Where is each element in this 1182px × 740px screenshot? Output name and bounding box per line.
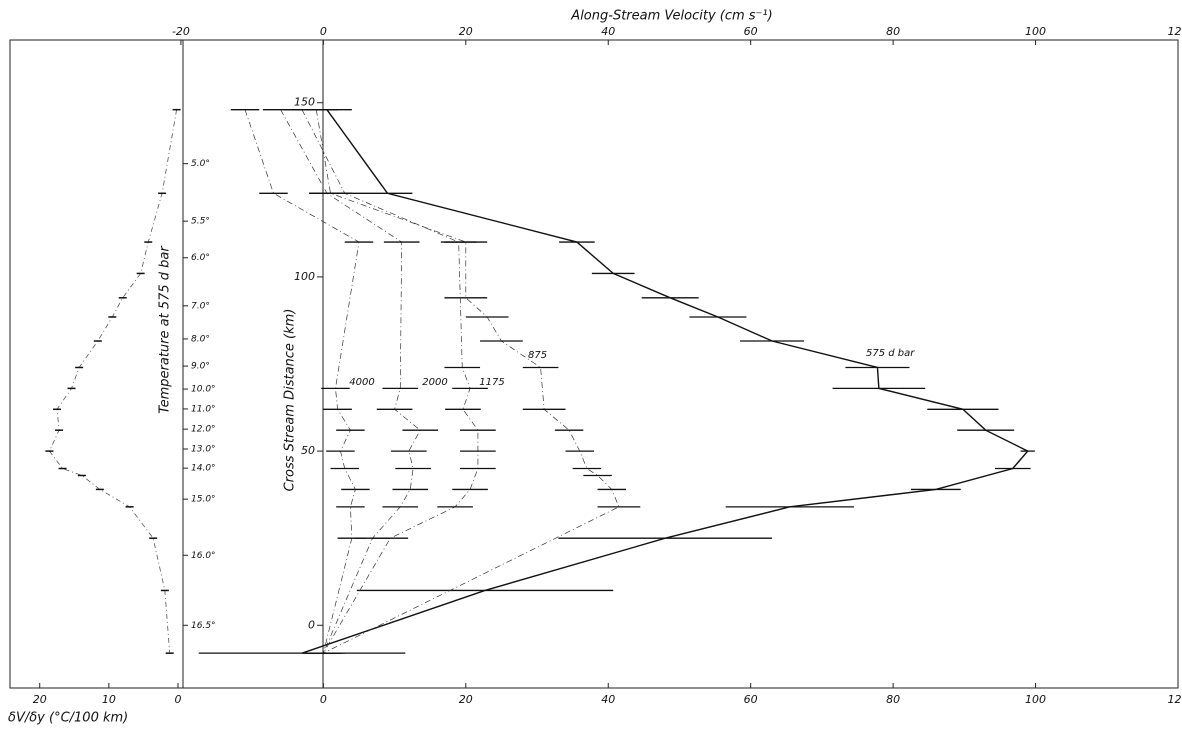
- gradient-tick-label: 0: [175, 693, 182, 706]
- x-tick-label: 20: [459, 693, 473, 706]
- temperature-tick-label: 8.0°: [191, 334, 210, 344]
- gradient-tick-label: 10: [102, 693, 116, 706]
- temperature-tick-label: 7.0°: [191, 301, 210, 311]
- x-tick-label: 20: [459, 25, 473, 38]
- x-tick-label: 0: [320, 693, 327, 706]
- temperature-tick-label: 12.0°: [191, 425, 216, 435]
- temperature-tick-label: 16.0°: [191, 551, 216, 561]
- x-tick-label: 100: [1025, 693, 1046, 706]
- x-tick-label: 100: [1025, 25, 1046, 38]
- x-tick-label: 60: [744, 25, 758, 38]
- temperature-tick-label: 9.0°: [191, 362, 210, 372]
- temperature-tick-label: 11.0°: [191, 404, 216, 414]
- gradient-label: δV/δy (°C/100 km): [8, 711, 128, 726]
- series-label: 575 d bar: [866, 348, 915, 359]
- temperature-tick-label: 15.0°: [191, 495, 216, 505]
- x-tick-label: 80: [886, 25, 900, 38]
- temperature-tick-label: 14.0°: [191, 464, 216, 474]
- chart-title: Along-Stream Velocity (cm s⁻¹): [570, 9, 772, 24]
- x-tick-label: 0: [320, 25, 327, 38]
- x-tick-label: -20: [172, 25, 190, 38]
- series-label: 2000: [422, 377, 447, 388]
- series-label: 875: [528, 350, 547, 361]
- profile-line: [302, 110, 478, 653]
- temperature-tick-label: 16.5°: [191, 621, 216, 631]
- x-tick-label: 80: [886, 693, 900, 706]
- profile-line: [302, 110, 1028, 653]
- y-tick-label: 50: [301, 444, 315, 457]
- temperature-tick-label: 5.5°: [191, 217, 210, 227]
- profile-line: [245, 110, 359, 653]
- temperature-label: Temperature at 575 d bar: [158, 245, 173, 414]
- temperature-tick-label: 6.0°: [191, 253, 210, 263]
- series-label: 4000: [349, 377, 374, 388]
- series-label: 1175: [479, 377, 504, 388]
- temperature-tick-label: 5.0°: [191, 159, 210, 169]
- x-tick-label: 120: [1168, 693, 1182, 706]
- x-tick-label: 40: [601, 693, 615, 706]
- temperature-tick-label: 10.0°: [191, 385, 216, 395]
- gradient-tick-label: 20: [33, 693, 47, 706]
- x-tick-label: 120: [1168, 25, 1182, 38]
- y-tick-label: 0: [308, 618, 315, 631]
- y-tick-label: 100: [294, 270, 315, 283]
- y-axis-label: Cross Stream Distance (km): [283, 309, 298, 492]
- x-tick-label: 40: [601, 25, 615, 38]
- temperature-tick-label: 13.0°: [191, 445, 216, 455]
- y-tick-label: 150: [294, 96, 315, 109]
- x-tick-label: 60: [744, 693, 758, 706]
